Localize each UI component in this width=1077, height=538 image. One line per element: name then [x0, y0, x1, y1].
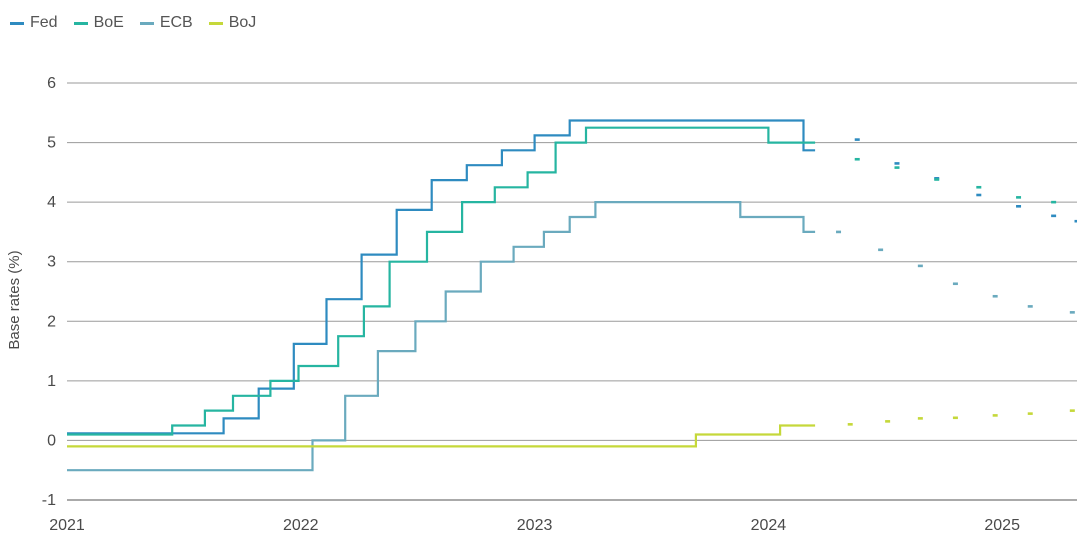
legend-item-boe[interactable]: BoE: [73, 14, 124, 32]
legend-label-ecb: ECB: [159, 14, 193, 31]
legend-item-boj[interactable]: BoJ: [208, 14, 257, 32]
y-tick-label: 4: [47, 194, 56, 211]
x-tick-label: 2025: [984, 517, 1020, 534]
series-line-fed: [67, 119, 816, 435]
legend-label-boe: BoE: [93, 14, 124, 31]
x-tick-label: 2024: [751, 517, 787, 534]
legend-item-fed[interactable]: Fed: [10, 14, 58, 32]
series-line-ecb: [67, 201, 816, 472]
series-line-boe: [67, 126, 816, 436]
forecast-marks: [836, 138, 1077, 426]
x-tick-label: 2022: [283, 517, 319, 534]
legend: Fed BoE ECB BoJ: [10, 14, 256, 32]
legend-item-ecb[interactable]: ECB: [139, 14, 193, 32]
legend-swatch-fed: [10, 21, 24, 25]
legend-swatch-boe: [73, 21, 88, 25]
y-tick-label: 2: [47, 313, 56, 330]
y-tick-labels: 6 5 4 3 2 1 0 -1: [42, 75, 56, 509]
y-tick-label: 6: [47, 75, 56, 92]
y-tick-label: 1: [47, 373, 56, 390]
y-tick-label: 5: [47, 135, 56, 152]
x-tick-labels: 2021 2022 2023 2024 2025: [49, 517, 1020, 534]
legend-label-boj: BoJ: [228, 14, 257, 31]
legend-swatch-boj: [208, 21, 223, 25]
legend-swatch-ecb: [139, 21, 154, 25]
y-axis-label: Base rates (%): [6, 250, 23, 349]
y-tick-label: 0: [47, 432, 56, 449]
legend-label-fed: Fed: [30, 14, 58, 31]
y-tick-label: -1: [42, 492, 56, 509]
series-line-boj: [67, 424, 816, 448]
grid-lines: [67, 82, 1077, 501]
series-lines: [67, 119, 816, 472]
x-tick-label: 2023: [517, 517, 553, 534]
x-tick-label: 2021: [49, 517, 85, 534]
y-tick-label: 3: [47, 254, 56, 271]
